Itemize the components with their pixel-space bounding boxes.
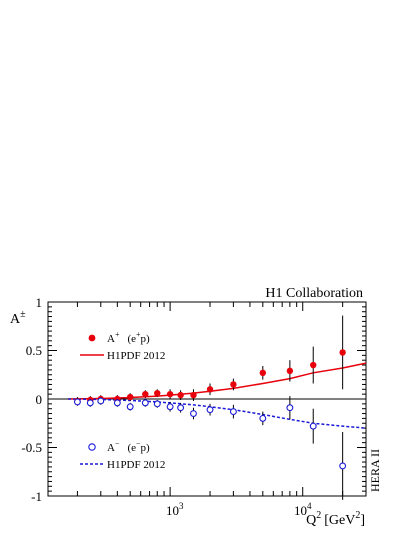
legend-minus-label: A− (e−p) (107, 439, 150, 454)
legend-plus-process-end: p) (141, 333, 151, 345)
x-tick-labels: 103 104 (166, 501, 312, 518)
legend-minus-process-sup: − (136, 439, 141, 448)
data-point-plus (177, 391, 184, 399)
data-points (73, 315, 347, 500)
data-point-minus (113, 399, 121, 407)
data-point-minus (177, 404, 185, 412)
x-axis-label: Q2 [GeV2] (306, 510, 365, 528)
x-axis-unit-sup: 2 (355, 510, 360, 521)
data-point-plus (310, 361, 317, 369)
collaboration-title: H1 Collaboration (265, 286, 363, 301)
x-axis-unit-close: ] (360, 513, 365, 528)
y-tick-label: 0 (36, 392, 43, 407)
data-point-minus (229, 408, 237, 416)
y-tick-label: 0.5 (26, 343, 42, 358)
data-point-minus (141, 399, 149, 407)
x-axis-label-sup: 2 (316, 510, 321, 521)
legend-plus-process-sup: + (136, 330, 141, 339)
experiment-label: HERA II (368, 449, 382, 492)
legend-minus-line-label: H1PDF 2012 (107, 459, 165, 471)
data-point-minus (73, 398, 81, 406)
data-point-minus (259, 414, 267, 422)
legend-minus-label-base: A (107, 442, 115, 454)
y-axis-label: A± (10, 309, 26, 327)
legend-plus-line-label: H1PDF 2012 (107, 350, 165, 362)
data-point-minus (86, 399, 94, 407)
data-point-plus (126, 393, 134, 401)
x-tick-label-exp: 4 (307, 501, 312, 511)
data-point-plus (206, 386, 214, 393)
data-point-minus (339, 462, 347, 470)
data-point-minus (206, 406, 214, 414)
y-tick-label: -1 (31, 489, 42, 504)
prediction-curve-plus (68, 362, 367, 400)
legend-plus-label: A+ (e+p) (107, 330, 150, 345)
data-point-plus (259, 369, 267, 377)
data-point-plus (166, 390, 174, 398)
data-point-plus (190, 391, 197, 399)
legend-minus-marker (88, 443, 96, 451)
x-axis-unit: [GeV (324, 513, 355, 528)
legend-plus: A+ (e+p) H1PDF 2012 (80, 330, 165, 362)
data-point-plus (339, 349, 346, 356)
x-tick-label-base: 10 (294, 503, 307, 518)
data-point-minus (153, 400, 161, 408)
x-axis-label-base: Q (306, 513, 316, 528)
y-tick-label: 1 (36, 295, 43, 310)
prediction-curves (68, 362, 367, 429)
axis-ticks (48, 301, 367, 497)
data-point-minus (166, 403, 174, 411)
y-axis-label-sup: ± (20, 309, 26, 320)
x-tick-label: 103 (166, 501, 184, 518)
x-tick-label: 104 (294, 501, 312, 518)
data-point-plus (154, 389, 161, 397)
y-tick-label: -0.5 (21, 440, 42, 455)
data-point-plus (142, 390, 149, 398)
legend-minus-process: (e (127, 442, 136, 454)
data-point-minus (309, 422, 317, 430)
prediction-curve-minus (68, 398, 367, 429)
x-tick-label-exp: 3 (179, 501, 184, 511)
y-tick-labels: 1 0.5 0 -0.5 -1 (21, 295, 42, 504)
y-axis-label-base: A (10, 312, 21, 327)
legend-plus-marker (88, 334, 96, 342)
data-point-plus (286, 367, 294, 375)
data-point-minus (286, 404, 294, 412)
data-point-plus (230, 381, 237, 388)
legend-minus-label-sup: − (115, 439, 120, 448)
legend-minus: A− (e−p) H1PDF 2012 (80, 439, 165, 471)
data-point-minus (190, 410, 197, 417)
data-point-minus (126, 403, 134, 411)
legend-plus-label-sup: + (115, 330, 120, 339)
x-tick-label-base: 10 (166, 503, 179, 518)
legend-plus-process: (e (127, 333, 136, 345)
legend-plus-label-base: A (107, 333, 115, 345)
legend-minus-process-end: p) (141, 442, 151, 454)
data-point-minus (97, 397, 105, 405)
